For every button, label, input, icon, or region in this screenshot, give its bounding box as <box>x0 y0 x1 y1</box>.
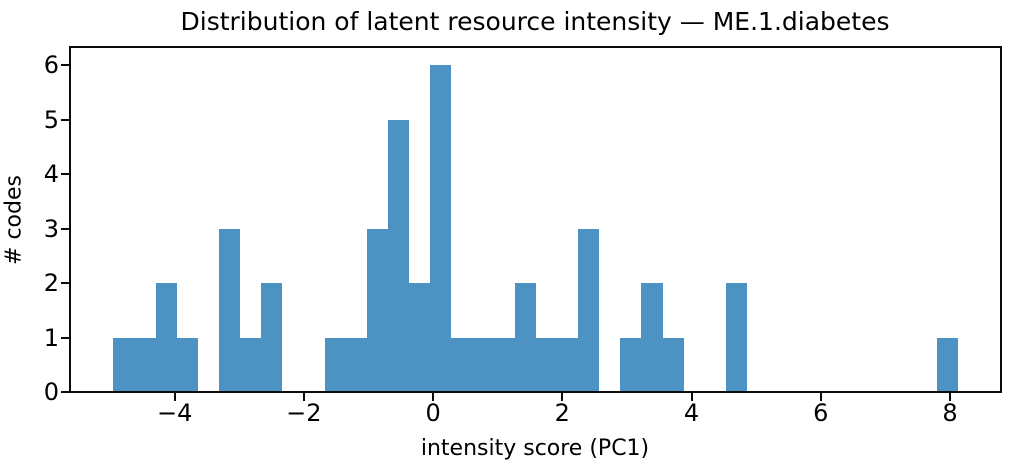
histogram-bar <box>176 337 198 391</box>
y-axis-label: # codes <box>1 175 27 265</box>
x-tick-label: −2 <box>286 399 322 427</box>
histogram-bar <box>937 337 959 391</box>
histogram-bar <box>366 228 388 391</box>
y-tick-label: 6 <box>43 51 59 80</box>
y-tick-mark <box>61 173 69 176</box>
histogram-bar <box>578 228 600 391</box>
y-tick-mark <box>61 282 69 285</box>
x-tick-mark <box>690 393 693 401</box>
x-tick-label: 0 <box>425 399 441 427</box>
histogram-bar <box>155 283 177 391</box>
histogram-bar <box>430 65 452 391</box>
x-tick-mark <box>948 393 951 401</box>
y-tick-label: 3 <box>43 214 59 243</box>
histogram-bar <box>514 283 536 391</box>
x-tick-label: 2 <box>554 399 570 427</box>
y-tick-label: 4 <box>43 160 59 189</box>
histogram-bar <box>662 337 684 391</box>
y-tick-mark <box>61 118 69 121</box>
x-tick-mark <box>561 393 564 401</box>
histogram-bar <box>620 337 642 391</box>
histogram-bar <box>134 337 156 391</box>
chart-title: Distribution of latent resource intensit… <box>180 7 890 36</box>
y-tick-mark <box>61 336 69 339</box>
x-tick-label: 8 <box>942 399 958 427</box>
x-tick-label: −4 <box>156 399 193 427</box>
y-tick-label: 5 <box>43 105 59 134</box>
y-tick-mark <box>61 227 69 230</box>
histogram-bar <box>535 337 557 391</box>
x-tick-label: 4 <box>683 399 700 427</box>
histogram-bar <box>218 228 241 391</box>
y-tick-mark <box>61 64 69 67</box>
y-tick-label: 1 <box>43 323 59 352</box>
histogram-bar <box>725 283 748 391</box>
histogram-bar <box>261 283 283 391</box>
histogram-bar <box>240 337 262 391</box>
x-tick-mark <box>173 393 176 401</box>
y-tick-label: 0 <box>43 378 59 406</box>
histogram-bar <box>451 337 473 391</box>
y-tick-mark <box>61 391 69 393</box>
histogram-bar <box>409 283 431 391</box>
histogram-bar <box>641 283 663 391</box>
histogram-bar <box>493 337 515 391</box>
histogram-bar <box>472 337 494 391</box>
x-tick-mark <box>432 393 435 401</box>
y-tick-label: 2 <box>43 269 59 298</box>
x-axis-label: intensity score (PC1) <box>420 436 650 461</box>
histogram-bar <box>324 337 346 391</box>
histogram-bar <box>113 337 135 391</box>
x-tick-mark <box>819 393 822 401</box>
x-tick-mark <box>302 393 305 401</box>
histogram-bar <box>387 119 410 391</box>
histogram-bar <box>345 337 367 391</box>
histogram-bar <box>556 337 579 391</box>
x-tick-label: 6 <box>813 399 829 427</box>
